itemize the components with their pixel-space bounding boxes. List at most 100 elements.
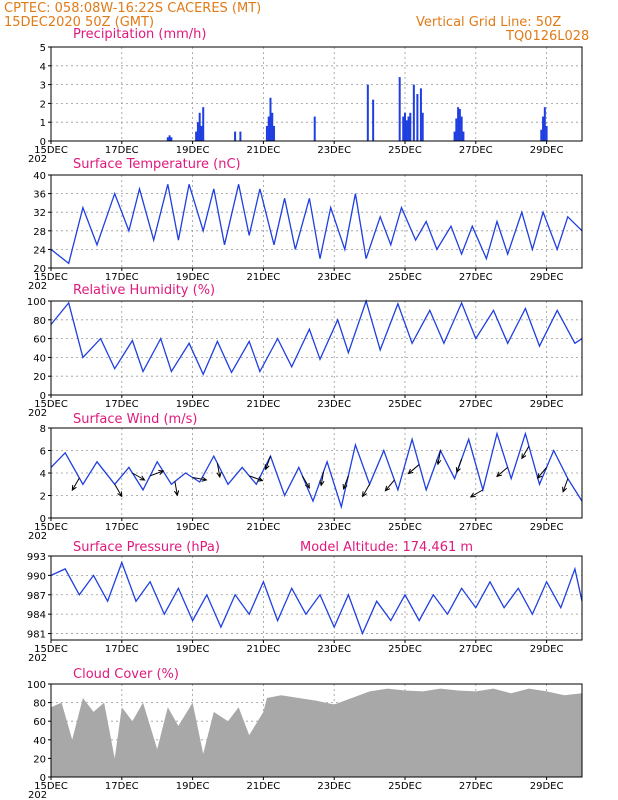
xtick-label-temp: 19DEC [176, 272, 210, 283]
wind-arrow [301, 475, 310, 489]
precip-bar [196, 122, 199, 141]
panel-pres: Surface Pressure (hPa) Model Altitude: 17… [27, 540, 583, 664]
wind-arrow-shaft [249, 475, 263, 482]
xtick-label-precip: 27DEC [459, 145, 493, 156]
wind-arrow [264, 455, 271, 471]
wind-arrow-shaft [265, 455, 271, 470]
ytick-label-cloud: 40 [33, 736, 46, 747]
ytick-label-pres: 990 [27, 571, 46, 582]
wind-arrow-head [521, 453, 527, 460]
precip-bar [234, 131, 237, 141]
precip-bar [170, 137, 173, 141]
wind-arrow [436, 450, 442, 466]
wind-arrow-head [362, 491, 368, 498]
header-grid-note: Vertical Grid Line: 50Z [416, 15, 561, 30]
precip-bar [198, 112, 201, 141]
xtick-label-rh: 21DEC [247, 399, 281, 410]
header-run-date: 15DEC2020 50Z (GMT) [4, 15, 154, 30]
wind-arrow-shaft [362, 484, 371, 497]
ytick-label-pres: 987 [27, 591, 46, 602]
panel-title-pres: Surface Pressure (hPa) [73, 540, 220, 555]
precip-bar [166, 137, 169, 141]
xtick-label-pres: 21DEC [247, 644, 281, 655]
ytick-label-temp: 28 [33, 227, 46, 238]
wind-arrow-head [384, 485, 391, 492]
wind-arrow-shaft [521, 446, 530, 459]
panel-frame-cloud [50, 683, 583, 778]
panel-frame-temp [50, 174, 583, 269]
ytick-label-precip: 3 [40, 81, 46, 92]
ytick-label-rh: 60 [33, 335, 46, 346]
precip-bar [200, 125, 203, 141]
ytick-label-wind: 6 [40, 447, 46, 458]
xtick-label-rh: 17DEC [105, 399, 139, 410]
precip-bar [543, 107, 546, 141]
precip-bar [416, 94, 419, 141]
xtick-label-temp: 21DEC [247, 272, 281, 283]
xtick-label-pres: 19DEC [176, 644, 210, 655]
xtick-label-temp: 17DEC [105, 272, 139, 283]
ytick-label-wind: 0 [40, 514, 46, 525]
ytick-label-cloud: 80 [33, 699, 46, 710]
year-fragment-rh: 202 [28, 408, 47, 419]
xtick-label-wind: 25DEC [388, 522, 422, 533]
precip-bar [267, 116, 270, 141]
precip-bar [542, 116, 545, 141]
precip-bar [265, 125, 268, 141]
xtick-label-rh: 19DEC [176, 399, 210, 410]
panel-wind: Surface Wind (m/s) 0 2 4 6 8 15DEC 17DEC 19DEC 21… [28, 412, 583, 542]
xtick-label-pres: 23DEC [317, 644, 351, 655]
xtick-label-rh: 23DEC [317, 399, 351, 410]
wind-arrow-head [319, 480, 325, 487]
header-model-code: TQ0126L028 [505, 29, 589, 44]
ytick-label-cloud: 60 [33, 717, 46, 728]
ytick-label-cloud: 100 [27, 680, 46, 691]
ytick-label-pres: 984 [27, 610, 46, 621]
xtick-label-cloud: 23DEC [317, 781, 351, 792]
ytick-label-precip: 2 [40, 99, 46, 110]
year-fragment-cloud: 202 [28, 790, 47, 800]
year-fragment-pres: 202 [28, 653, 47, 664]
ytick-label-precip: 0 [40, 137, 46, 148]
xtick-label-wind: 17DEC [105, 522, 139, 533]
header-location: CPTEC: 058:08W-16:22S CACERES (MT) [4, 1, 261, 16]
ytick-label-temp: 24 [33, 245, 46, 256]
xtick-label-cloud: 17DEC [105, 781, 139, 792]
xtick-label-rh: 15DEC [34, 399, 68, 410]
precip-bar [458, 109, 461, 141]
precip-bar [460, 116, 463, 141]
precip-bar [168, 135, 171, 141]
wind-arrow [469, 489, 484, 498]
precip-bar [398, 77, 401, 141]
xtick-label-cloud: 25DEC [388, 781, 422, 792]
wind-arrow [562, 478, 569, 493]
wind-arrow-shaft [320, 471, 325, 486]
wind-arrow-shaft [470, 489, 484, 498]
wind-arrow-shaft [301, 475, 310, 489]
wind-arrow-head [536, 473, 543, 479]
xtick-label-precip: 17DEC [105, 145, 139, 156]
wind-arrow-head [264, 464, 270, 471]
xtick-label-pres: 25DEC [388, 644, 422, 655]
xtick-label-pres: 29DEC [530, 644, 564, 655]
series-line-temp [50, 184, 583, 265]
wind-arrow [149, 470, 165, 477]
wind-arrow-head [158, 470, 165, 475]
precip-bar [313, 116, 316, 141]
xtick-label-rh: 27DEC [459, 399, 493, 410]
wind-arrow [384, 479, 395, 492]
panel-title-wind: Surface Wind (m/s) [73, 412, 197, 427]
xtick-label-temp: 27DEC [459, 272, 493, 283]
precip-bar [540, 129, 543, 141]
panel-frame-pres [50, 555, 583, 641]
ytick-label-wind: 8 [40, 424, 46, 435]
wind-arrow [249, 475, 264, 482]
ytick-label-cloud: 0 [40, 773, 46, 784]
year-fragment-temp: 202 [28, 281, 47, 292]
wind-arrow-shaft [496, 466, 508, 477]
precip-bar [195, 131, 198, 141]
precip-bar [239, 131, 242, 141]
ytick-label-wind: 2 [40, 492, 46, 503]
xtick-label-wind: 15DEC [34, 522, 68, 533]
